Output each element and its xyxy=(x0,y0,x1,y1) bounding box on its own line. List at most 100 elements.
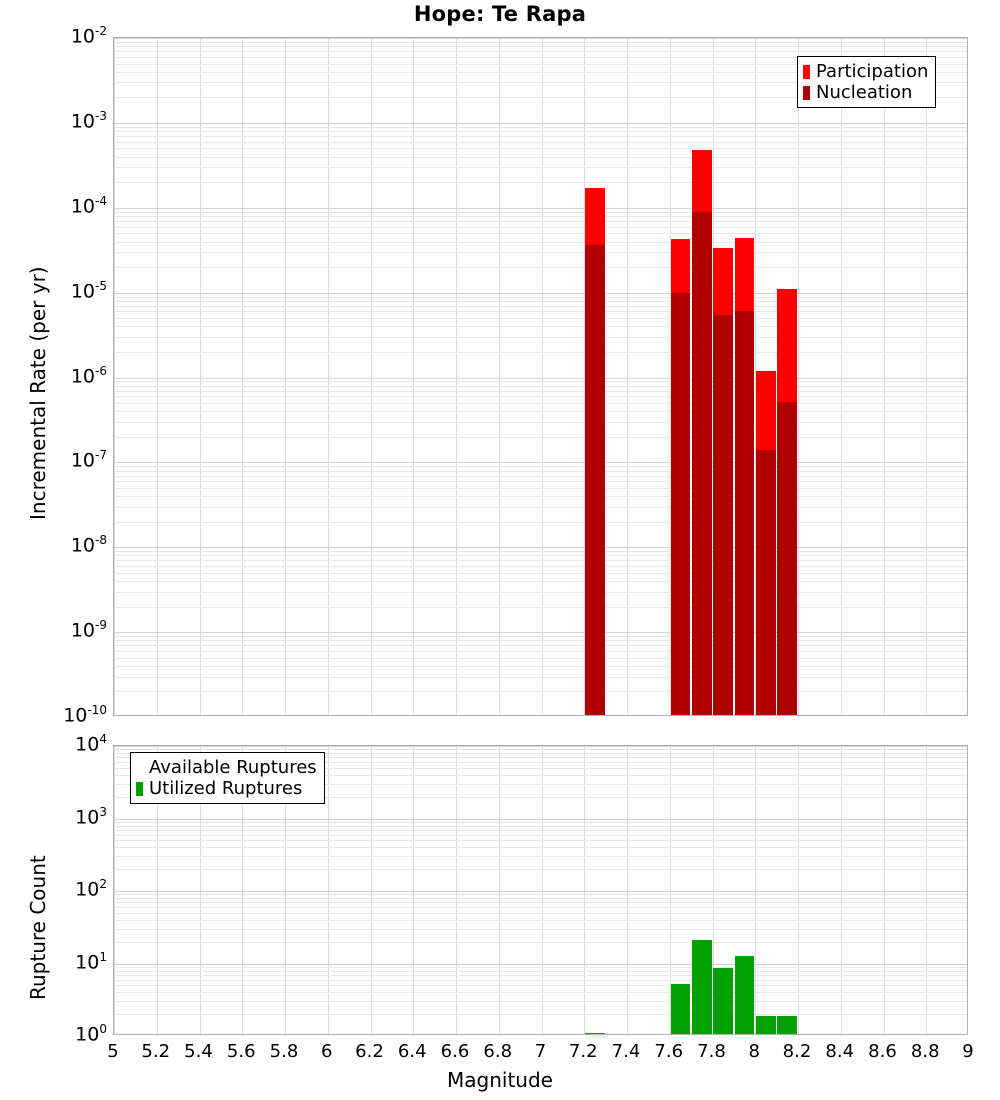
bar-bottom-7 xyxy=(542,953,562,1034)
bar-bottom-7.2 xyxy=(585,929,605,1034)
grid-line-minor xyxy=(114,762,967,764)
bar-segment-inner xyxy=(670,292,691,715)
bar-segment-inner xyxy=(756,1015,776,1034)
grid-line-minor xyxy=(114,645,967,647)
grid-line-minor xyxy=(114,521,967,523)
y-tick-label-bottom-0: 100 xyxy=(75,1022,107,1046)
x-tick-label-7.6: 7.6 xyxy=(654,1041,684,1062)
y-tick-label-top--8: 10-8 xyxy=(70,533,107,557)
grid-line-minor xyxy=(114,211,967,213)
grid-line-minor xyxy=(114,966,967,968)
grid-line-minor xyxy=(114,267,967,269)
grid-line-minor xyxy=(114,337,967,338)
x-tick-label-7: 7 xyxy=(534,1041,547,1062)
bar-top-7.2 xyxy=(585,188,605,715)
grid-line-minor xyxy=(114,665,967,667)
bar-segment-inner xyxy=(777,401,798,715)
bar-bottom-7.5 xyxy=(649,875,669,1034)
x-tick-label-7.4: 7.4 xyxy=(611,1041,641,1062)
grid-line-minor xyxy=(114,390,967,392)
bar-bottom-7.8 xyxy=(713,828,734,1034)
grid-line-minor xyxy=(114,566,967,568)
grid-line-vertical xyxy=(541,38,543,715)
bar-bottom-8.1 xyxy=(777,807,798,1034)
bar-top-7.7 xyxy=(691,149,712,715)
grid-line-vertical xyxy=(114,38,115,715)
grid-line-minor xyxy=(114,757,967,759)
grid-line-minor xyxy=(114,847,967,849)
grid-line-minor xyxy=(114,753,967,755)
grid-line-minor xyxy=(114,774,967,776)
top-panel-legend: Participation Nucleation xyxy=(797,56,937,108)
grid-line-minor xyxy=(114,979,967,981)
bar-bottom-8.3 xyxy=(820,772,840,1034)
y-tick-label-top--10: 10-10 xyxy=(63,703,107,727)
bar-top-7.6 xyxy=(670,238,691,715)
grid-line-minor xyxy=(114,403,967,405)
grid-line-minor xyxy=(114,296,967,298)
bar-segment-outer xyxy=(585,929,605,1034)
grid-line-vertical xyxy=(926,746,928,1034)
grid-line-minor xyxy=(114,496,967,498)
bar-bottom-7.7 xyxy=(691,842,712,1034)
grid-line-vertical xyxy=(669,746,671,1034)
bottom-panel-y-axis-title: Rupture Count xyxy=(26,855,50,1000)
x-tick-label-5: 5 xyxy=(107,1041,119,1062)
x-tick-label-5.8: 5.8 xyxy=(269,1041,299,1062)
grid-line-vertical xyxy=(199,746,201,1034)
grid-line-major xyxy=(114,547,967,549)
grid-line-minor xyxy=(114,572,967,574)
grid-line-minor xyxy=(114,487,967,489)
grid-line-vertical xyxy=(327,38,329,715)
grid-line-minor xyxy=(114,894,967,896)
grid-line-minor xyxy=(114,907,967,909)
grid-line-minor xyxy=(114,941,967,943)
grid-line-vertical xyxy=(926,38,928,715)
grid-line-minor xyxy=(114,167,967,169)
grid-line-minor xyxy=(114,650,967,652)
grid-line-minor xyxy=(114,148,967,150)
bar-bottom-8.4 xyxy=(842,764,862,1034)
bar-bottom-6.8 xyxy=(500,1033,520,1034)
grid-line-vertical xyxy=(114,746,115,1034)
grid-line-major xyxy=(114,122,967,124)
grid-line-vertical xyxy=(669,38,671,715)
bar-bottom-7.1 xyxy=(564,951,584,1034)
grid-line-minor xyxy=(114,902,967,904)
grid-line-minor xyxy=(114,676,967,678)
grid-line-minor xyxy=(114,421,967,423)
grid-line-vertical xyxy=(883,38,885,715)
legend-label-nucleation: Nucleation xyxy=(816,81,913,103)
grid-line-vertical xyxy=(413,746,415,1034)
grid-line-minor xyxy=(114,869,967,871)
legend-item-participation: Participation xyxy=(803,61,928,82)
top-panel-y-axis-title: Incremental Rate (per yr) xyxy=(26,266,50,520)
grid-line-minor xyxy=(114,506,967,508)
bar-bottom-8.5 xyxy=(863,795,883,1034)
bar-top-7.8 xyxy=(713,247,734,715)
grid-line-vertical xyxy=(840,38,842,715)
x-tick-label-8.4: 8.4 xyxy=(825,1041,855,1062)
figure-title: Hope: Te Rapa xyxy=(413,2,587,26)
bar-segment-outer xyxy=(649,875,669,1034)
x-tick-label-8.2: 8.2 xyxy=(782,1041,812,1062)
grid-line-minor xyxy=(114,840,967,842)
bar-segment-inner xyxy=(756,449,776,715)
legend-swatch-icon-nucleation xyxy=(803,85,810,100)
grid-line-vertical xyxy=(627,746,628,1034)
grid-line-minor xyxy=(114,657,967,659)
grid-line-minor xyxy=(114,560,967,562)
grid-line-minor xyxy=(114,640,967,642)
grid-line-major xyxy=(114,292,967,294)
grid-line-vertical xyxy=(285,746,286,1034)
grid-line-vertical xyxy=(883,746,885,1034)
legend-swatch-icon-available xyxy=(136,761,143,775)
legend-label-available-ruptures: Available Ruptures xyxy=(149,756,317,778)
grid-line-minor xyxy=(114,985,967,987)
grid-line-vertical xyxy=(498,746,500,1034)
bar-top-8 xyxy=(756,370,776,715)
grid-line-vertical xyxy=(242,38,244,715)
grid-line-vertical xyxy=(755,38,757,715)
y-tick-label-top--7: 10-7 xyxy=(70,448,107,472)
